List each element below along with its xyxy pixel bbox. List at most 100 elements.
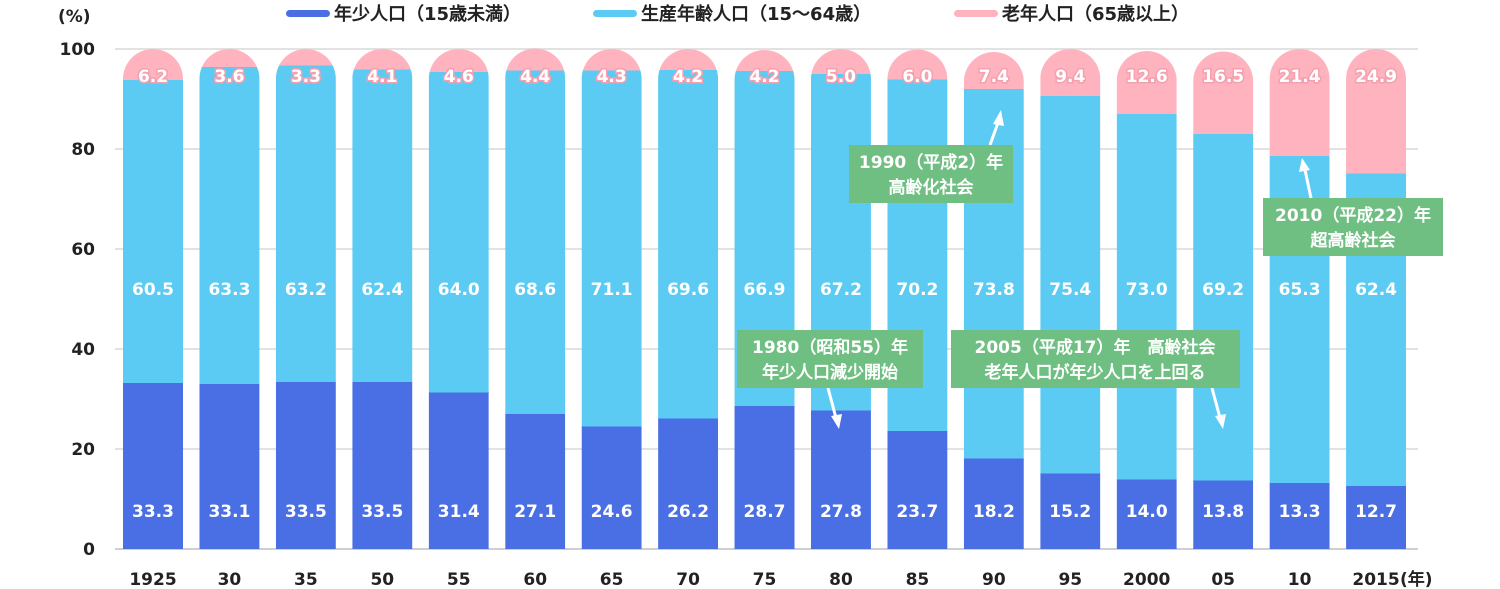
bar-segment xyxy=(658,70,719,419)
data-label: 26.2 xyxy=(667,502,709,522)
bar-stack-90 xyxy=(963,52,1024,550)
data-label: 24.9 xyxy=(1355,67,1397,87)
x-tick-label: 55 xyxy=(447,570,471,589)
x-tick-label: 50 xyxy=(370,570,394,589)
bar-segment xyxy=(1116,114,1177,480)
data-label: 13.3 xyxy=(1279,502,1321,522)
annotation-2005-line1: 2005（平成17）年 高齢社会 xyxy=(975,337,1216,358)
bar-stack-50 xyxy=(352,49,413,550)
bar-stack-05 xyxy=(1193,51,1254,549)
bar-segment xyxy=(1269,482,1330,550)
bar-segment xyxy=(352,49,413,70)
annotation-1990: 1990（平成2）年 高齢化社会 xyxy=(849,110,1013,203)
data-label: 24.6 xyxy=(591,502,633,522)
x-tick-label: 35 xyxy=(294,570,318,589)
legend-label-working: 生産年齢人口（15～64歳） xyxy=(641,3,871,25)
bar-segment xyxy=(1116,479,1177,549)
bar-segment xyxy=(275,381,336,550)
data-label: 63.3 xyxy=(208,280,250,300)
legend: 年少人口（15歳未満） 生産年齢人口（15～64歳） 老年人口（65歳以上） xyxy=(286,3,1189,25)
legend-swatch-young xyxy=(286,10,330,17)
data-label: 31.4 xyxy=(438,502,480,522)
data-label: 68.6 xyxy=(514,280,556,300)
x-tick-label: 10 xyxy=(1288,570,1312,589)
data-label: 73.0 xyxy=(1126,280,1168,300)
x-tick-label: 2000 xyxy=(1123,570,1170,589)
y-tick-label: 100 xyxy=(60,40,96,60)
y-tick-label: 80 xyxy=(71,140,95,160)
data-label: 27.8 xyxy=(820,502,862,522)
bar-stack-35 xyxy=(275,49,336,550)
bar-segment xyxy=(1116,51,1177,114)
bar-segment xyxy=(199,49,260,67)
annotation-2005: 2005（平成17）年 高齢社会 老年人口が年少人口を上回る xyxy=(951,330,1240,429)
legend-swatch-elderly xyxy=(954,10,998,17)
bar-segment xyxy=(734,405,795,550)
data-label: 70.2 xyxy=(896,280,938,300)
data-label: 27.1 xyxy=(514,502,556,522)
data-label: 63.2 xyxy=(285,280,327,300)
x-tick-label: 30 xyxy=(218,570,242,589)
data-label: 4.3 xyxy=(597,67,627,87)
annotation-2010-line2: 超高齢社会 xyxy=(1311,230,1396,251)
bar-stack-65 xyxy=(581,49,642,550)
data-label: 15.2 xyxy=(1049,502,1091,522)
legend-label-elderly: 老年人口（65歳以上） xyxy=(1002,3,1189,25)
data-label: 6.2 xyxy=(138,67,168,87)
bar-segment xyxy=(428,49,489,72)
y-tick-label: 40 xyxy=(71,340,95,360)
bar-segment xyxy=(505,413,566,550)
bar-segment xyxy=(1040,49,1101,96)
bar-segment xyxy=(123,80,183,383)
annotation-1990-line2: 高齢化社会 xyxy=(889,177,974,198)
bar-stack-60 xyxy=(505,48,566,550)
data-label: 75.4 xyxy=(1049,280,1091,300)
data-label: 12.6 xyxy=(1126,67,1168,87)
bar-segment xyxy=(352,381,413,550)
data-label: 33.5 xyxy=(285,502,327,522)
bar-stack-55 xyxy=(428,49,489,550)
data-label: 73.8 xyxy=(973,280,1015,300)
bar-segment xyxy=(428,392,489,550)
bar-segment xyxy=(505,48,566,71)
bar-segment xyxy=(1346,49,1407,174)
data-label: 18.2 xyxy=(973,502,1015,522)
data-label: 13.8 xyxy=(1202,502,1244,522)
data-label: 4.1 xyxy=(367,67,397,87)
data-label: 71.1 xyxy=(591,280,633,300)
bar-stack-95 xyxy=(1040,49,1101,550)
bar-segment xyxy=(1193,134,1254,481)
data-label: 62.4 xyxy=(361,280,403,300)
data-label: 4.2 xyxy=(749,67,779,87)
data-label: 5.0 xyxy=(826,67,856,87)
x-tick-label: 05 xyxy=(1211,570,1235,589)
data-label: 67.2 xyxy=(820,280,862,300)
x-tick-label: 85 xyxy=(906,570,930,589)
bar-segment xyxy=(199,383,260,550)
data-label: 4.6 xyxy=(444,67,474,87)
bar-stack-2000 xyxy=(1116,51,1177,549)
data-label: 7.4 xyxy=(979,67,1009,87)
data-label: 33.3 xyxy=(132,502,174,522)
bar-segment xyxy=(505,70,566,414)
data-label: 6.0 xyxy=(902,67,932,87)
data-label: 12.7 xyxy=(1355,502,1397,522)
bar-stack-70 xyxy=(658,49,719,550)
bar-stack-1925 xyxy=(123,49,183,549)
bar-segment xyxy=(275,49,336,66)
x-tick-label: 75 xyxy=(753,570,777,589)
legend-label-young: 年少人口（15歳未満） xyxy=(334,3,521,25)
bar-segment xyxy=(1346,485,1407,550)
annotation-1980-line1: 1980（昭和55）年 xyxy=(752,337,908,358)
bar-segment xyxy=(887,430,948,550)
x-axis-unit: (年) xyxy=(1400,569,1433,589)
bar-segment xyxy=(658,418,719,550)
bar-segment xyxy=(734,50,795,71)
x-tick-label: 90 xyxy=(982,570,1006,589)
data-label: 28.7 xyxy=(744,502,786,522)
data-label: 21.4 xyxy=(1279,67,1321,87)
annotation-2010-line1: 2010（平成22）年 xyxy=(1275,205,1431,226)
data-label: 3.3 xyxy=(291,67,321,87)
data-label: 14.0 xyxy=(1126,502,1168,522)
